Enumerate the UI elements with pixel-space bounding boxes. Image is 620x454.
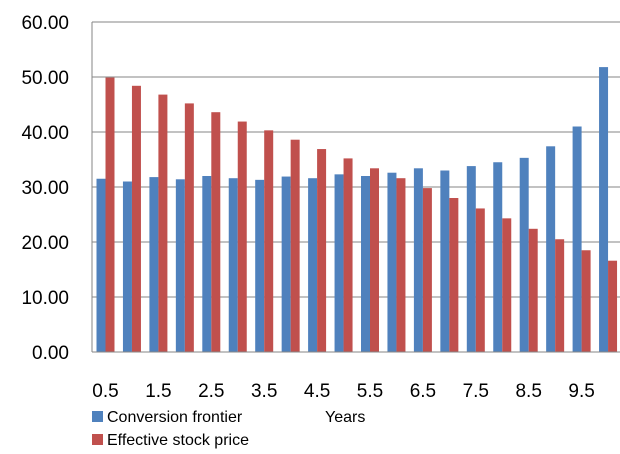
bar-conversion-frontier-5: [334, 174, 344, 352]
bar-effective-stock-price-8: [502, 218, 512, 352]
x-axis-tick-labels: 0.5 1.5 2.5 3.5 4.5 5.5 6.5 7.5 8.5 9.5: [92, 381, 595, 402]
bar-conversion-frontier-3: [228, 178, 238, 352]
legend-swatch-effective-stock-price: [92, 434, 103, 445]
x-tick-label-4-5: 4.5: [304, 381, 330, 402]
bar-conversion-frontier-9: [546, 146, 556, 352]
bar-effective-stock-price-6: [396, 178, 406, 352]
y-tick-label-30-00: 30.00: [21, 178, 69, 199]
bar-conversion-frontier-10: [599, 67, 609, 352]
legend-label-effective-stock-price: Effective stock price: [107, 432, 249, 449]
bar-conversion-frontier-1-5: [149, 177, 159, 352]
bar-effective-stock-price-7: [449, 198, 459, 352]
bar-conversion-frontier-6: [387, 172, 397, 352]
y-tick-label-20-00: 20.00: [21, 233, 69, 254]
legend-label-conversion-frontier: Conversion frontier: [107, 409, 243, 426]
bar-effective-stock-price-1: [131, 85, 141, 353]
bar-effective-stock-price-4-5: [317, 149, 327, 352]
bar-conversion-frontier-2-5: [202, 176, 212, 352]
x-tick-label-2-5: 2.5: [198, 381, 224, 402]
y-tick-label-0-00: 0.00: [32, 343, 69, 364]
bar-effective-stock-price-1-5: [158, 94, 168, 352]
bar-conversion-frontier-3-5: [255, 179, 265, 352]
bar-effective-stock-price-4: [290, 139, 300, 352]
bar-conversion-frontier-4: [281, 176, 291, 352]
bar-conversion-frontier-6-5: [413, 168, 423, 352]
y-axis-tick-labels: 0.00 10.00 20.00 30.00 40.00 50.00 60.00: [21, 13, 69, 364]
bar-conversion-frontier-1: [122, 181, 132, 352]
x-axis-title: Years: [325, 409, 365, 426]
bar-effective-stock-price-3: [237, 121, 247, 352]
bar-effective-stock-price-7-5: [475, 208, 485, 352]
y-tick-label-60-00: 60.00: [21, 13, 69, 34]
bar-effective-stock-price-9-5: [581, 250, 591, 352]
legend: Conversion frontier Effective stock pric…: [92, 409, 249, 449]
bar-effective-stock-price-8-5: [528, 228, 538, 352]
bar-effective-stock-price-6-5: [422, 188, 432, 352]
bar-conversion-frontier-4-5: [308, 178, 318, 352]
x-tick-label-1-5: 1.5: [145, 381, 171, 402]
bar-conversion-frontier-7-5: [466, 166, 476, 352]
bar-effective-stock-price-3-5: [264, 130, 274, 352]
y-tick-label-10-00: 10.00: [21, 288, 69, 309]
gridlines: [92, 21, 620, 298]
bars: [96, 67, 618, 353]
y-tick-label-50-00: 50.00: [21, 68, 69, 89]
bar-conversion-frontier-2: [175, 179, 185, 352]
bar-conversion-frontier-8: [493, 162, 503, 352]
bar-conversion-frontier-0-5: [96, 178, 106, 352]
bar-effective-stock-price-0-5: [105, 77, 115, 353]
x-tick-label-6-5: 6.5: [410, 381, 436, 402]
bar-effective-stock-price-2: [184, 103, 194, 353]
bar-effective-stock-price-5: [343, 158, 353, 352]
x-tick-label-9-5: 9.5: [568, 381, 594, 402]
legend-swatch-conversion-frontier: [92, 411, 103, 422]
bar-effective-stock-price-5-5: [370, 168, 379, 352]
bar-conversion-frontier-9-5: [572, 126, 582, 352]
x-tick-label-8-5: 8.5: [515, 381, 541, 402]
x-tick-label-5-5: 5.5: [357, 381, 383, 402]
bar-conversion-frontier-5-5: [361, 176, 370, 352]
bar-conversion-frontier-7: [440, 170, 450, 352]
x-tick-label-7-5: 7.5: [463, 381, 489, 402]
bar-effective-stock-price-9: [555, 239, 565, 352]
y-tick-label-40-00: 40.00: [21, 123, 69, 144]
x-tick-label-3-5: 3.5: [251, 381, 277, 402]
bar-conversion-frontier-8-5: [519, 157, 529, 352]
bar-effective-stock-price-10: [608, 260, 618, 352]
bar-effective-stock-price-2-5: [211, 112, 221, 352]
x-tick-label-0-5: 0.5: [92, 381, 118, 402]
